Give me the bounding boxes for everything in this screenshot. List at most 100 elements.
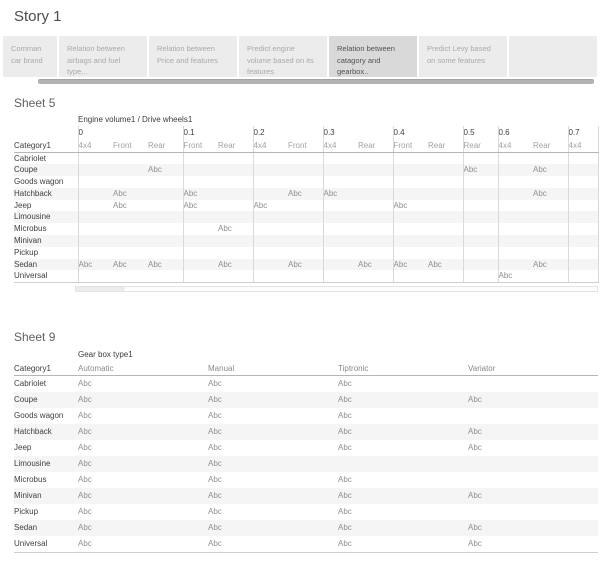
row-header[interactable]: Pickup xyxy=(14,507,39,517)
mark-cell[interactable]: Abc xyxy=(288,259,302,269)
mark-cell[interactable]: Abc xyxy=(208,491,222,501)
mark-cell[interactable]: Abc xyxy=(468,491,482,501)
row-header[interactable]: Coupe xyxy=(14,394,38,404)
mark-cell[interactable]: Abc xyxy=(428,259,442,269)
row-header[interactable]: Limousine xyxy=(14,212,51,222)
column-subheader[interactable]: Rear xyxy=(218,139,253,153)
row-header[interactable]: Goods wagon xyxy=(14,176,64,186)
row-header[interactable]: Hatchback xyxy=(14,426,52,436)
row-header[interactable]: Microbus xyxy=(14,224,47,234)
mark-cell[interactable]: Abc xyxy=(78,410,92,420)
column-subheader[interactable]: 4x4 xyxy=(567,139,599,153)
row-header[interactable]: Pickup xyxy=(14,247,39,257)
mark-cell[interactable]: Abc xyxy=(148,259,162,269)
mark-cell[interactable]: Abc xyxy=(78,378,92,388)
column-subheader[interactable]: 4x4 xyxy=(77,139,113,153)
column-subheader[interactable]: Front xyxy=(182,139,218,153)
mark-cell[interactable]: Abc xyxy=(77,258,113,271)
tab-levy-prediction[interactable]: Predict Levy based on some features xyxy=(419,36,507,77)
column-subheader[interactable]: Rear xyxy=(533,139,568,153)
mark-cell[interactable]: Abc xyxy=(218,259,232,269)
mark-cell[interactable]: Abc xyxy=(358,259,372,269)
column-subheader[interactable]: 4x4 xyxy=(252,139,288,153)
mark-cell[interactable]: Abc xyxy=(468,442,482,452)
mark-cell[interactable]: Abc xyxy=(218,224,232,234)
column-subheader[interactable]: Front xyxy=(392,139,428,153)
mark-cell[interactable]: Abc xyxy=(208,378,222,388)
mark-cell[interactable]: Abc xyxy=(338,410,352,420)
mark-cell[interactable]: Abc xyxy=(208,442,222,452)
column-subheader[interactable]: Rear xyxy=(358,139,393,153)
column-subheader[interactable]: Rear xyxy=(148,139,183,153)
row-header[interactable]: Sedan xyxy=(14,523,38,533)
column-header[interactable]: Tiptronic xyxy=(338,362,468,376)
row-header[interactable]: Hatchback xyxy=(14,188,52,198)
mark-cell[interactable]: Abc xyxy=(78,491,92,501)
mark-cell[interactable]: Abc xyxy=(392,199,428,212)
column-subheader[interactable]: Rear xyxy=(462,139,498,153)
mark-cell[interactable]: Abc xyxy=(208,394,222,404)
mark-cell[interactable]: Abc xyxy=(252,199,288,212)
mark-cell[interactable]: Abc xyxy=(78,507,92,517)
row-header[interactable]: Coupe xyxy=(14,165,38,175)
mark-cell[interactable]: Abc xyxy=(182,199,218,212)
mark-cell[interactable]: Abc xyxy=(462,164,498,177)
mark-cell[interactable]: Abc xyxy=(208,410,222,420)
mark-cell[interactable]: Abc xyxy=(208,426,222,436)
column-group-header[interactable]: 0.2 xyxy=(252,126,323,139)
column-subheader[interactable]: Front xyxy=(113,139,148,153)
tab-engine-volume-prediction[interactable]: Predict engine volume based on its featu… xyxy=(239,36,327,77)
column-header[interactable]: Manual xyxy=(208,362,338,376)
column-group-header[interactable]: 0 xyxy=(77,126,183,139)
column-subheader[interactable]: Front xyxy=(288,139,323,153)
mark-cell[interactable]: Abc xyxy=(497,270,533,283)
mark-cell[interactable]: Abc xyxy=(338,378,352,388)
column-group-header[interactable]: 0.5 xyxy=(462,126,498,139)
mark-cell[interactable]: Abc xyxy=(113,259,127,269)
mark-cell[interactable]: Abc xyxy=(78,536,208,554)
row-header[interactable]: Cabriolet xyxy=(14,153,47,163)
row-header[interactable]: Cabriolet xyxy=(14,378,47,388)
sheet5-h-scrollbar-track[interactable] xyxy=(75,285,598,292)
mark-cell[interactable]: Abc xyxy=(392,258,428,271)
column-subheader[interactable]: 4x4 xyxy=(322,139,358,153)
mark-cell[interactable]: Abc xyxy=(208,536,338,554)
mark-cell[interactable]: Abc xyxy=(78,394,92,404)
story-tabs-scrollbar-thumb[interactable] xyxy=(38,79,594,84)
mark-cell[interactable]: Abc xyxy=(533,259,547,269)
mark-cell[interactable]: Abc xyxy=(338,536,468,554)
mark-cell[interactable]: Abc xyxy=(533,165,547,175)
mark-cell[interactable]: Abc xyxy=(78,442,92,452)
tab-comman-car-brand[interactable]: Comman car brand xyxy=(3,36,57,77)
mark-cell[interactable]: Abc xyxy=(468,523,482,533)
sheet5-h-scrollbar-thumb[interactable] xyxy=(76,286,124,291)
tab-price-and-features[interactable]: Relation between Price and features xyxy=(149,36,237,77)
mark-cell[interactable]: Abc xyxy=(113,188,127,198)
row-header[interactable]: Minivan xyxy=(14,491,42,501)
mark-cell[interactable]: Abc xyxy=(78,426,92,436)
mark-cell[interactable]: Abc xyxy=(148,165,162,175)
row-header[interactable]: Sedan xyxy=(14,259,38,269)
tab-category-gearbox[interactable]: Relation between catagory and gearbox.. xyxy=(329,36,417,77)
mark-cell[interactable]: Abc xyxy=(338,523,352,533)
column-header[interactable]: Automatic xyxy=(78,362,208,376)
mark-cell[interactable]: Abc xyxy=(468,426,482,436)
column-group-header[interactable]: 0.7 xyxy=(567,126,599,139)
mark-cell[interactable]: Abc xyxy=(208,523,222,533)
mark-cell[interactable]: Abc xyxy=(468,394,482,404)
mark-cell[interactable]: Abc xyxy=(533,188,547,198)
row-header[interactable]: Jeep xyxy=(14,442,32,452)
column-header[interactable]: Variator xyxy=(468,362,598,376)
mark-cell[interactable]: Abc xyxy=(338,426,352,436)
mark-cell[interactable]: Abc xyxy=(208,507,222,517)
row-header[interactable]: Microbus xyxy=(14,475,47,485)
column-group-header[interactable]: 0.4 xyxy=(392,126,463,139)
tab-empty[interactable] xyxy=(509,36,597,77)
column-group-header[interactable]: 0.3 xyxy=(322,126,393,139)
mark-cell[interactable]: Abc xyxy=(78,475,92,485)
mark-cell[interactable]: Abc xyxy=(208,459,222,469)
mark-cell[interactable]: Abc xyxy=(468,536,598,554)
tab-airbags-fuel-type[interactable]: Relation between airbags and fuel type,.… xyxy=(59,36,147,77)
mark-cell[interactable]: Abc xyxy=(338,442,352,452)
mark-cell[interactable]: Abc xyxy=(288,188,302,198)
